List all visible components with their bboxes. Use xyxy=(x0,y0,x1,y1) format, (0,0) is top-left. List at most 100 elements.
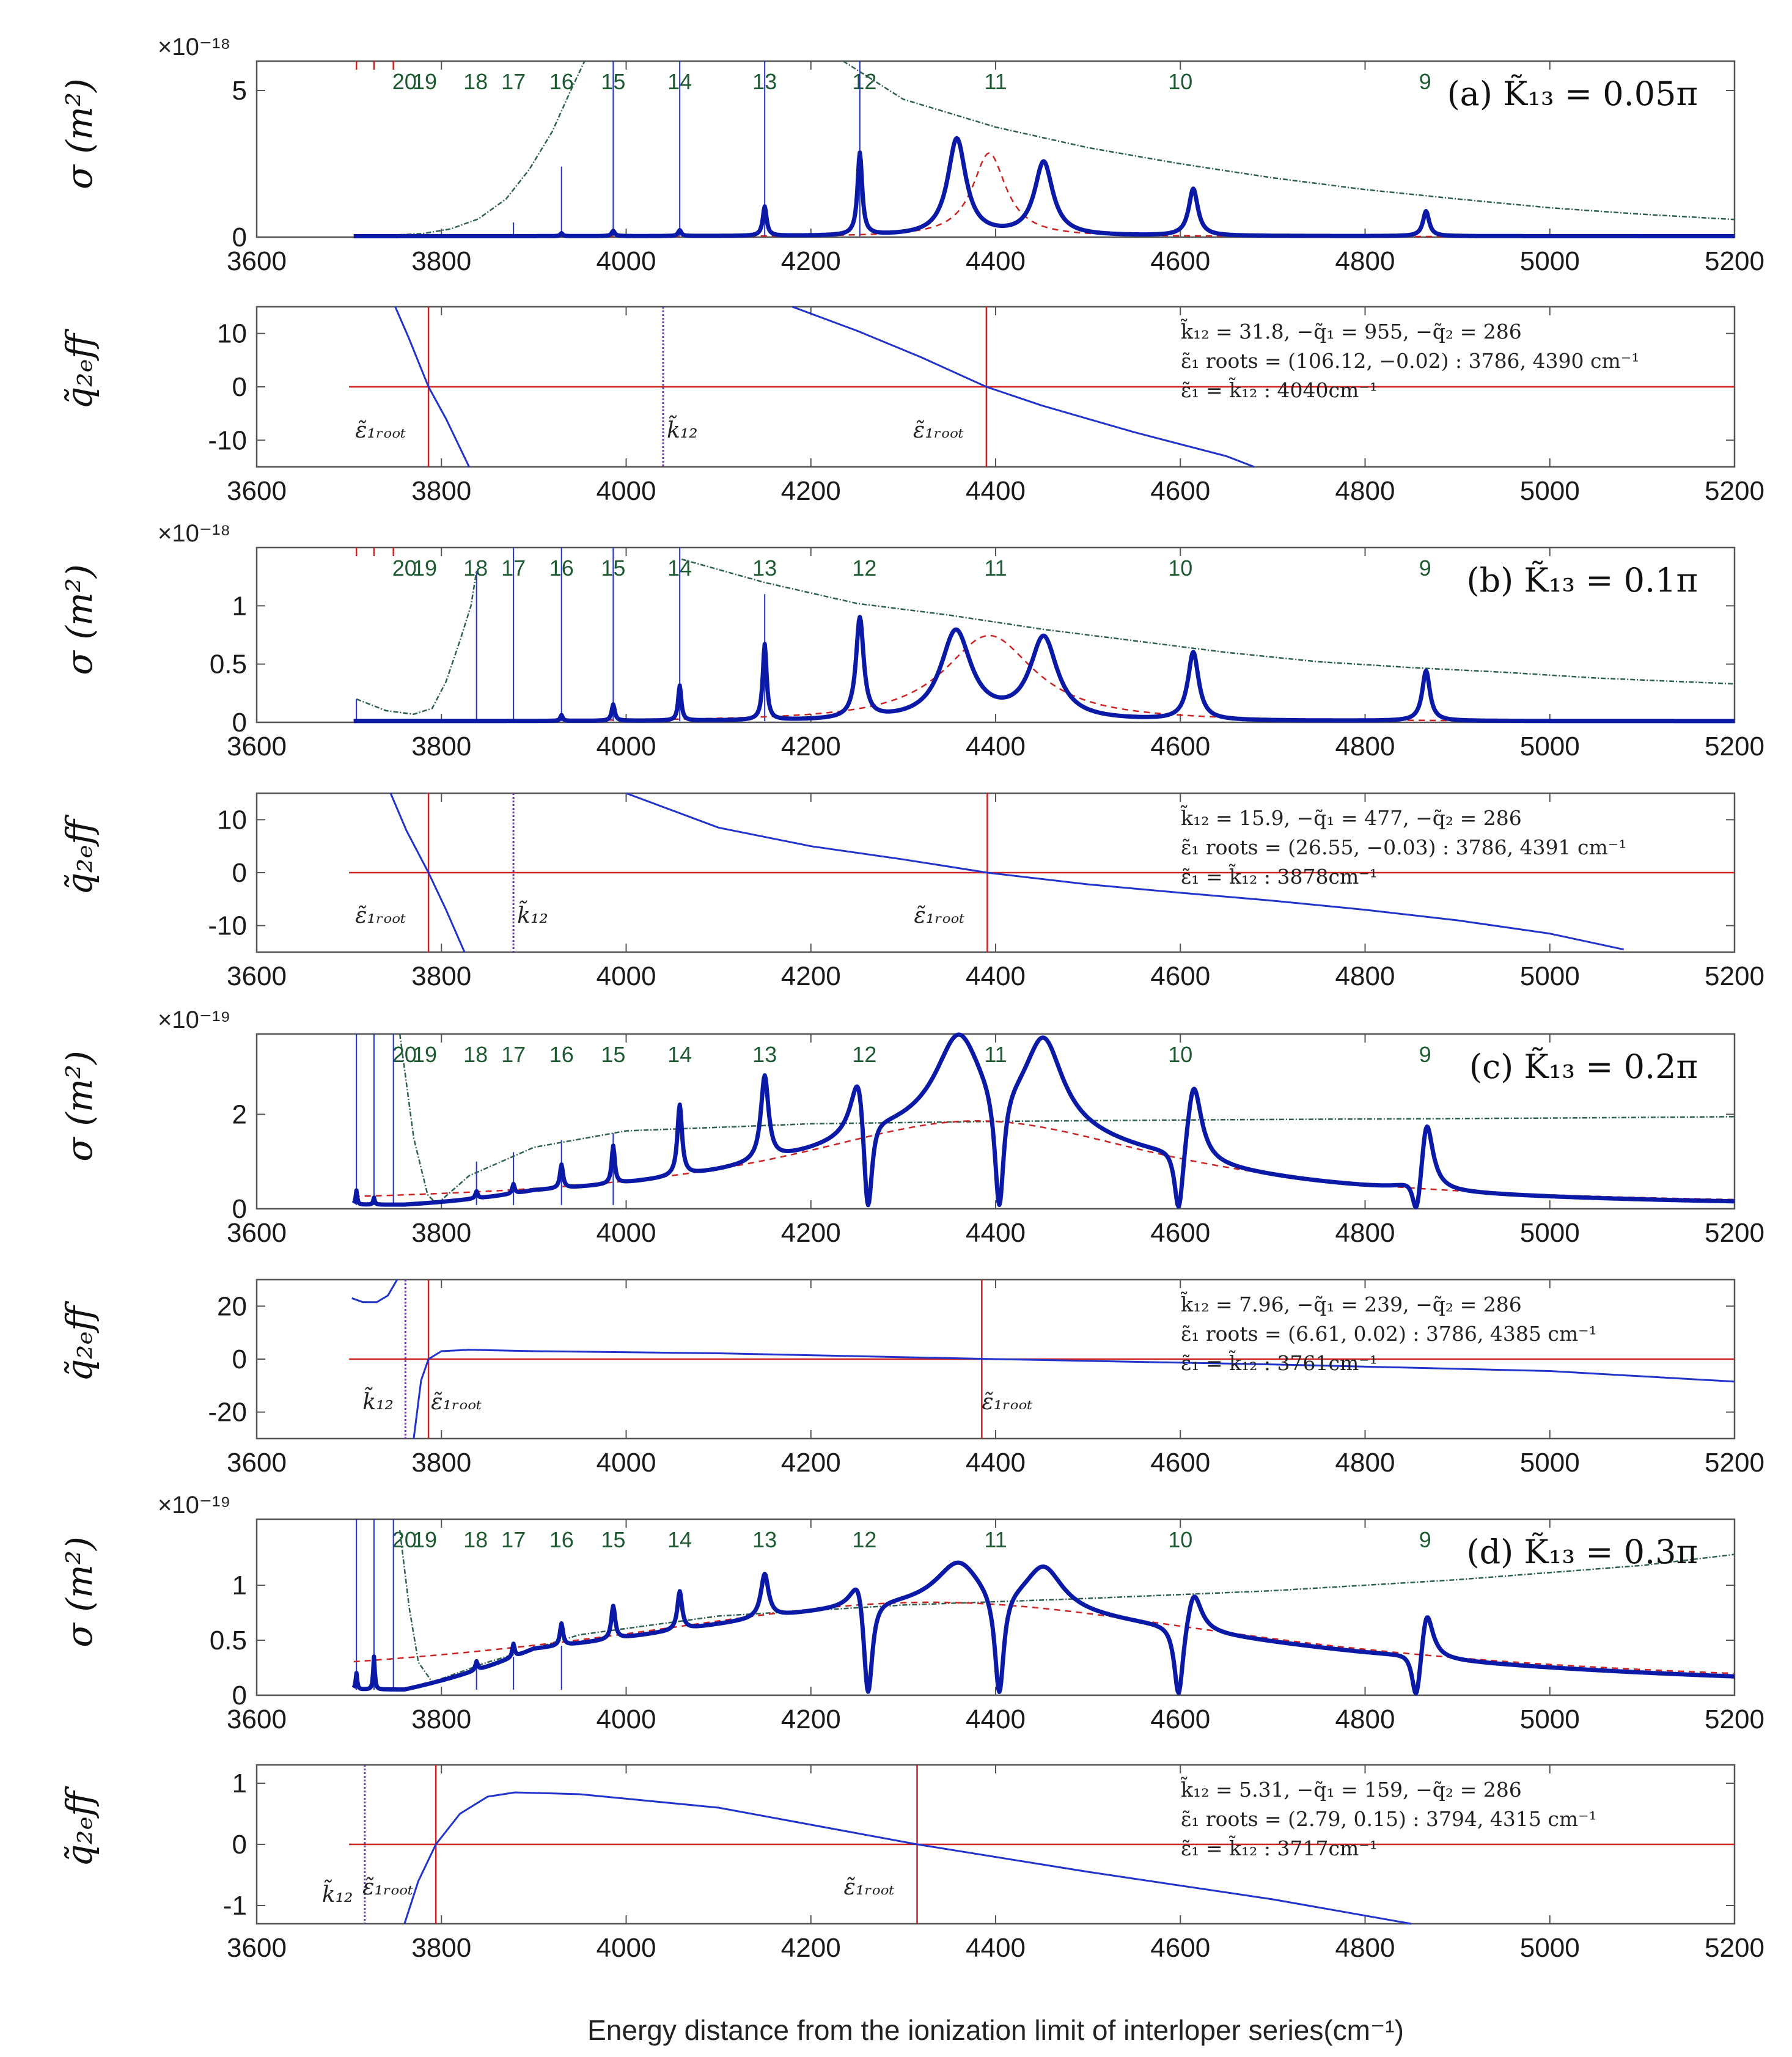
q-panel-b-info-line-1: k̃₁₂ = 15.9, −q̃₁ = 477, −q̃₂ = 286 xyxy=(1181,804,1522,830)
sigma-panel-a-x-tick-label: 3600 xyxy=(227,246,287,276)
q-panel-b-root-label-1: ε̃₁ᵣₒₒₜ xyxy=(355,903,406,928)
q-panel-d-x-tick-label: 4000 xyxy=(597,1933,656,1963)
sigma-panel-d-x-tick-label: 3600 xyxy=(227,1704,287,1734)
sigma-panel-c-n-label: 16 xyxy=(549,1042,574,1067)
q-panel-d-x-tick-label: 3600 xyxy=(227,1933,287,1963)
sigma-panel-b-x-tick-label: 3600 xyxy=(227,732,287,761)
sigma-panel-b-envelope-left xyxy=(356,570,477,715)
q-panel-d-y-tick-label: 1 xyxy=(232,1769,247,1799)
sigma-panel-d-y-tick-label: 1 xyxy=(232,1571,247,1601)
sigma-panel-c-n-label: 10 xyxy=(1168,1042,1192,1067)
sigma-panel-c-x-tick-label: 4400 xyxy=(966,1218,1026,1248)
q-panel-b-y-tick-label: 0 xyxy=(232,858,247,888)
sigma-panel-b-n-label: 20 xyxy=(392,556,417,581)
sigma-panel-c-cross-section-curve xyxy=(351,1032,1736,1210)
q-panel-d-y-tick-label: 0 xyxy=(232,1830,247,1860)
sigma-panel-b-x-tick-label: 4400 xyxy=(966,732,1026,761)
q-panel-c-x-tick-label: 4800 xyxy=(1335,1448,1395,1478)
q-panel-a-y-tick-label: -10 xyxy=(208,425,247,455)
q-panel-b-x-tick-label: 4400 xyxy=(966,961,1026,991)
q-panel-a-x-tick-label: 4600 xyxy=(1150,476,1210,506)
q-panel-d-ylabel: q̃₂ₑff xyxy=(59,1786,100,1867)
sigma-panel-d-y-tick-label: 0.5 xyxy=(210,1626,247,1656)
q-panel-a-root-label-1: ε̃₁ᵣₒₒₜ xyxy=(355,418,406,443)
sigma-panel-b-y-tick-label: 0.5 xyxy=(210,650,247,680)
q-panel-a-x-tick-label: 4400 xyxy=(966,476,1026,506)
sigma-panel-c-x-tick-label: 4200 xyxy=(781,1218,841,1248)
q-panel-d-root-label-2: ε̃₁ᵣₒₒₜ xyxy=(844,1875,895,1900)
sigma-panel-c-n-label: 9 xyxy=(1419,1042,1431,1067)
sigma-panel-c-n-label: 13 xyxy=(752,1042,777,1067)
sigma-panel-d-x-tick-label: 4000 xyxy=(597,1704,656,1734)
sigma-panel-d-x-tick-label: 4400 xyxy=(966,1704,1026,1734)
sigma-panel-c-x-tick-label: 4800 xyxy=(1335,1218,1395,1248)
sigma-panel-c-n-label: 15 xyxy=(601,1042,625,1067)
q-panel-b-x-tick-label: 3800 xyxy=(411,961,471,991)
sigma-panel-b-n-label: 12 xyxy=(852,556,876,581)
sigma-panel-a-y-tick-label: 0 xyxy=(232,222,247,252)
q-panel-b-q-curve-2 xyxy=(625,792,1625,951)
sigma-panel-c-x-tick-label: 5200 xyxy=(1705,1218,1764,1248)
q-panel-a-q-curve-2 xyxy=(791,306,1255,468)
q-panel-a-q-curve-1 xyxy=(394,306,470,468)
sigma-panel-a-x-tick-label: 5000 xyxy=(1520,246,1580,276)
sigma-panel-d-x-tick-label: 4200 xyxy=(781,1704,841,1734)
q-panel-c-x-tick-label: 3600 xyxy=(227,1448,287,1478)
sigma-panel-c-envelope-right xyxy=(436,1116,1735,1205)
sigma-panel-a-n-label: 9 xyxy=(1419,69,1431,94)
sigma-panel-c-n-label: 18 xyxy=(463,1042,488,1067)
q-panel-b-x-tick-label: 4200 xyxy=(781,961,841,991)
q-panel-d-x-tick-label: 4200 xyxy=(781,1933,841,1963)
sigma-panel-d-x-tick-label: 5000 xyxy=(1520,1704,1580,1734)
q-panel-a-root-label-2: ε̃₁ᵣₒₒₜ xyxy=(913,418,964,443)
sigma-panel-b-x-tick-label: 5200 xyxy=(1705,732,1764,761)
q-panel-a-info-line-1: k̃₁₂ = 31.8, −q̃₁ = 955, −q̃₂ = 286 xyxy=(1181,318,1522,343)
q-panel-d-k12-label: k̃₁₂ xyxy=(322,1880,353,1907)
sigma-panel-d-ylabel: σ (m²) xyxy=(59,1536,100,1648)
sigma-panel-d-n-label: 18 xyxy=(463,1527,488,1552)
q-panel-c-ylabel: q̃₂ₑff xyxy=(59,1300,100,1382)
q-panel-b-root-label-2: ε̃₁ᵣₒₒₜ xyxy=(914,903,964,928)
sigma-panel-a-n-label: 12 xyxy=(852,69,876,94)
sigma-panel-d-x-tick-label: 3800 xyxy=(411,1704,471,1734)
sigma-panel-a-title: (a) K̃₁₃ = 0.05π xyxy=(1447,74,1698,113)
sigma-panel-c-n-label: 20 xyxy=(392,1042,417,1067)
q-panel-b-y-tick-label: 10 xyxy=(217,805,247,835)
sigma-panel-d-n-label: 19 xyxy=(413,1527,437,1552)
q-panel-d-info-line-1: k̃₁₂ = 5.31, −q̃₁ = 159, −q̃₂ = 286 xyxy=(1181,1776,1522,1802)
q-panel-b-x-tick-label: 4000 xyxy=(597,961,656,991)
sigma-panel-d-n-label: 9 xyxy=(1419,1527,1431,1552)
q-panel-b-x-tick-label: 4600 xyxy=(1150,961,1210,991)
q-panel-c-y-tick-label: 0 xyxy=(232,1344,247,1374)
q-panel-b-q-curve-1 xyxy=(389,793,466,953)
q-panel-c-x-tick-label: 5200 xyxy=(1705,1448,1764,1478)
sigma-panel-d-x-tick-label: 5200 xyxy=(1705,1704,1764,1734)
q-panel-c-x-tick-label: 4200 xyxy=(781,1448,841,1478)
sigma-panel-a-n-label: 19 xyxy=(413,69,437,94)
q-panel-a-x-tick-label: 3600 xyxy=(227,476,287,506)
q-panel-a-info-line-2: ε̃₁ roots = (106.12, −0.02) : 3786, 4390… xyxy=(1181,349,1639,373)
q-panel-c-info-line-2: ε̃₁ roots = (6.61, 0.02) : 3786, 4385 cm… xyxy=(1181,1322,1597,1346)
sigma-panel-d-background-profile xyxy=(353,1601,1734,1674)
q-panel-d-x-tick-label: 4800 xyxy=(1335,1933,1395,1963)
sigma-panel-d-n-label: 16 xyxy=(549,1527,574,1552)
q-panel-a-info-line-3: ε̃₁ = k̃₁₂ : 4040cm⁻¹ xyxy=(1181,376,1378,402)
q-panel-c-q-curve-2 xyxy=(413,1349,1735,1439)
q-panel-a-x-tick-label: 5000 xyxy=(1520,476,1580,506)
sigma-panel-a-x-tick-label: 4800 xyxy=(1335,246,1395,276)
sigma-panel-d-n-label: 13 xyxy=(752,1527,777,1552)
sigma-panel-a-ylabel: σ (m²) xyxy=(59,78,100,189)
sigma-panel-d-n-label: 11 xyxy=(984,1527,1007,1552)
sigma-panel-c-n-label: 12 xyxy=(852,1042,876,1067)
q-panel-b-x-tick-label: 5200 xyxy=(1705,961,1764,991)
sigma-panel-a-x-tick-label: 4000 xyxy=(597,246,656,276)
sigma-panel-d-envelope-right xyxy=(431,1553,1735,1683)
q-panel-a-x-tick-label: 3800 xyxy=(411,476,471,506)
sigma-panel-d-x-tick-label: 4600 xyxy=(1150,1704,1210,1734)
q-panel-c-k12-label: k̃₁₂ xyxy=(362,1387,394,1415)
sigma-panel-a-multiplier: ×10⁻¹⁸ xyxy=(158,34,230,61)
sigma-panel-c-n-label: 19 xyxy=(413,1042,437,1067)
sigma-panel-b-multiplier: ×10⁻¹⁸ xyxy=(158,520,230,547)
q-panel-c-x-tick-label: 5000 xyxy=(1520,1448,1580,1478)
sigma-panel-b-n-label: 19 xyxy=(413,556,437,581)
